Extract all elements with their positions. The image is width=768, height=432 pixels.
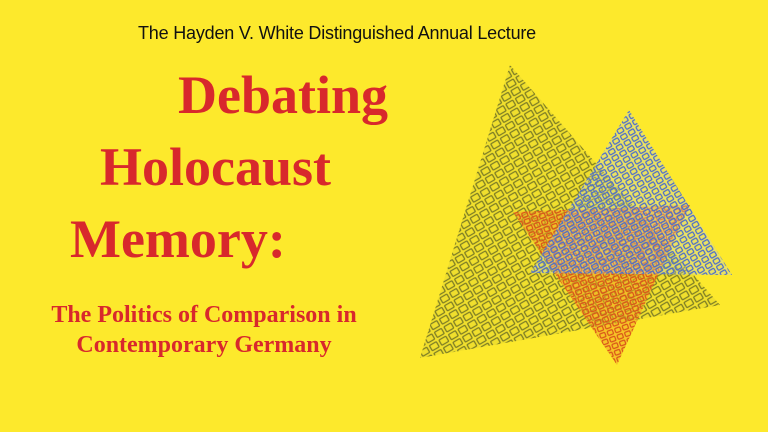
blue-triangle bbox=[530, 110, 732, 275]
lecture-series-heading: The Hayden V. White Distinguished Annual… bbox=[138, 23, 536, 43]
subtitle-line-2: Contemporary Germany bbox=[76, 332, 332, 358]
title-line-3: Memory: bbox=[70, 209, 286, 269]
title-line-2: Holocaust bbox=[100, 137, 332, 197]
subtitle: The Politics of Comparison in Contempora… bbox=[6, 300, 402, 360]
title-line-1: Debating bbox=[177, 65, 388, 125]
subtitle-line-1: The Politics of Comparison in bbox=[51, 302, 357, 328]
